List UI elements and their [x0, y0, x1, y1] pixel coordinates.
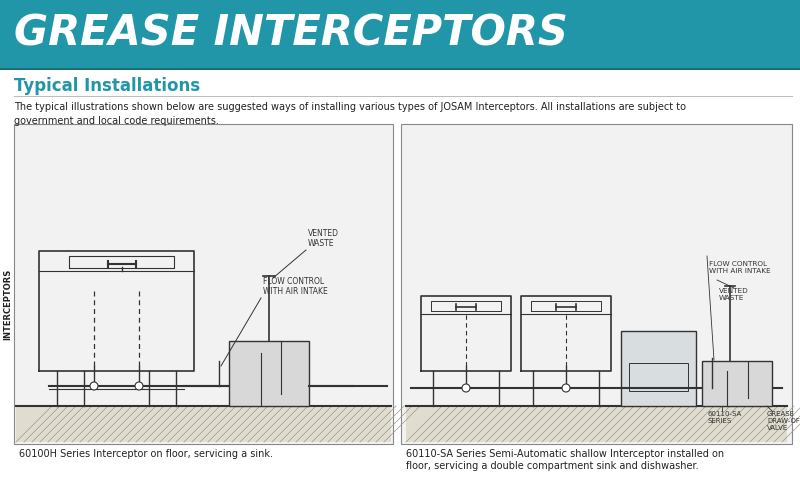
Bar: [406, 406, 787, 442]
Bar: [0, 68, 800, 70]
Text: VENTED
WASTE: VENTED WASTE: [308, 228, 339, 248]
Circle shape: [135, 382, 143, 390]
Text: GREASE
DRAW-OFF
VALVE: GREASE DRAW-OFF VALVE: [767, 411, 800, 431]
Text: 60110-SA
SERIES: 60110-SA SERIES: [707, 411, 742, 424]
Bar: [629, 363, 688, 391]
Bar: [702, 361, 772, 406]
Text: FLOW CONTROL
WITH AIR INTAKE: FLOW CONTROL WITH AIR INTAKE: [263, 277, 328, 296]
Bar: [16, 406, 391, 442]
Circle shape: [562, 384, 570, 392]
Text: The typical illustrations shown below are suggested ways of installing various t: The typical illustrations shown below ar…: [14, 102, 686, 126]
Text: 60110-SA Series Semi-Automatic shallow Interceptor installed on
floor, servicing: 60110-SA Series Semi-Automatic shallow I…: [406, 449, 724, 470]
Bar: [621, 331, 696, 406]
Circle shape: [90, 382, 98, 390]
Bar: [229, 341, 309, 406]
Text: FLOW CONTROL
WITH AIR INTAKE: FLOW CONTROL WITH AIR INTAKE: [709, 261, 770, 274]
Bar: [401, 124, 792, 444]
Text: 60100H Series Interceptor on floor, servicing a sink.: 60100H Series Interceptor on floor, serv…: [19, 449, 273, 459]
Text: INTERCEPTORS: INTERCEPTORS: [3, 268, 13, 340]
Bar: [14, 124, 393, 444]
Text: Typical Installations: Typical Installations: [14, 77, 200, 95]
Text: GREASE INTERCEPTORS: GREASE INTERCEPTORS: [14, 13, 568, 55]
Circle shape: [462, 384, 470, 392]
Text: VENTED
WASTE: VENTED WASTE: [719, 288, 749, 301]
Bar: [0, 0, 800, 68]
